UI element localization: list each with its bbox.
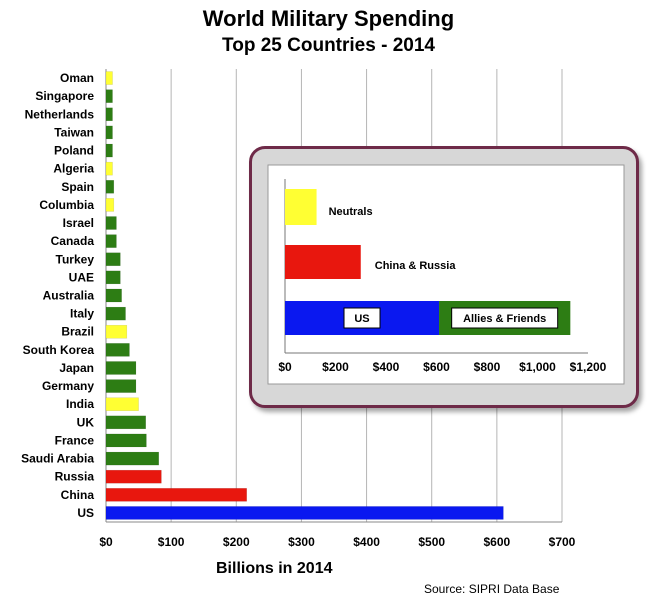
category-label-japan: Japan (59, 361, 94, 375)
bar-singapore (105, 89, 113, 103)
category-label-uae: UAE (69, 270, 94, 284)
inset-x-tick-label: $200 (322, 360, 349, 374)
x-tick-label: $0 (99, 535, 113, 549)
category-label-italy: Italy (70, 307, 94, 321)
x-tick-label: $100 (158, 535, 185, 549)
bar-italy (105, 306, 126, 321)
inset-x-tick-label: $1,200 (570, 360, 607, 374)
x-tick-label: $400 (353, 535, 380, 549)
category-label-germany: Germany (42, 379, 94, 393)
category-label-spain: Spain (61, 180, 94, 194)
x-tick-label: $700 (549, 535, 576, 549)
source-note: Source: SIPRI Data Base (424, 582, 560, 596)
bar-india (105, 397, 139, 411)
category-label-uk: UK (77, 415, 95, 429)
category-label-brazil: Brazil (61, 325, 94, 339)
bar-brazil (105, 324, 128, 339)
inset-bar-neutrals (285, 189, 317, 225)
x-tick-label: $600 (484, 535, 511, 549)
inset-label-us: US (354, 313, 369, 325)
bar-us (105, 506, 504, 520)
bar-spain (105, 180, 115, 194)
bar-algeria (105, 161, 113, 176)
category-label-singapore: Singapore (35, 89, 94, 103)
inset-summary-panel: Neutrals China & Russia US Allies & Friends… (249, 146, 639, 408)
bar-oman (105, 71, 113, 85)
inset-label-box-allies (451, 307, 559, 329)
bar-china (105, 488, 247, 502)
bar-canada (105, 234, 117, 248)
chart-subtitle: Top 25 Countries - 2014 (222, 35, 435, 56)
inset-stacked-bar-chart: Neutrals China & Russia US Allies & Friends… (267, 164, 625, 385)
bar-netherlands (105, 107, 113, 122)
category-label-france: France (55, 433, 95, 447)
category-label-us: US (77, 506, 94, 520)
bar-uk (105, 415, 146, 430)
inset-label-allies-friends: Allies & Friends (463, 313, 546, 325)
category-label-south-korea: South Korea (23, 343, 95, 357)
inset-label-china-russia: China & Russia (375, 260, 457, 272)
inset-label-box-us (343, 307, 381, 329)
x-tick-label: $300 (288, 535, 315, 549)
inset-x-tick-label: $400 (373, 360, 400, 374)
bar-israel (105, 216, 117, 230)
bar-russia (105, 469, 162, 484)
category-label-canada: Canada (51, 234, 95, 248)
category-label-australia: Australia (43, 289, 95, 303)
category-label-poland: Poland (54, 144, 94, 158)
category-label-algeria: Algeria (53, 162, 94, 176)
category-label-china: China (61, 488, 95, 502)
x-tick-label: $500 (418, 535, 445, 549)
category-label-netherlands: Netherlands (25, 107, 95, 121)
category-label-israel: Israel (63, 216, 94, 230)
category-label-turkey: Turkey (56, 252, 95, 266)
bar-taiwan (105, 125, 113, 140)
inset-x-tick-label: $0 (278, 360, 292, 374)
inset-label-neutrals: Neutrals (329, 206, 373, 218)
bar-germany (105, 379, 137, 393)
category-label-russia: Russia (55, 470, 95, 484)
category-label-columbia: Columbia (39, 198, 94, 212)
bar-turkey (105, 252, 121, 267)
bar-uae (105, 270, 121, 285)
bar-australia (105, 288, 122, 303)
bar-columbia (105, 198, 115, 212)
inset-bar-china-russia (285, 245, 361, 279)
category-label-oman: Oman (60, 71, 94, 85)
x-tick-label: $200 (223, 535, 250, 549)
bar-france (105, 433, 147, 448)
category-label-india: India (66, 397, 94, 411)
bar-japan (105, 361, 137, 375)
x-axis-label: Billions in 2014 (216, 560, 333, 577)
chart-title: World Military Spending (202, 6, 455, 31)
inset-x-tick-label: $600 (423, 360, 450, 374)
category-label-saudi-arabia: Saudi Arabia (21, 452, 94, 466)
bar-poland (105, 143, 113, 158)
bar-saudi-arabia (105, 451, 160, 466)
inset-x-tick-label: $800 (474, 360, 501, 374)
bar-south-korea (105, 343, 130, 357)
category-label-taiwan: Taiwan (54, 125, 94, 139)
inset-x-tick-label: $1,000 (519, 360, 556, 374)
